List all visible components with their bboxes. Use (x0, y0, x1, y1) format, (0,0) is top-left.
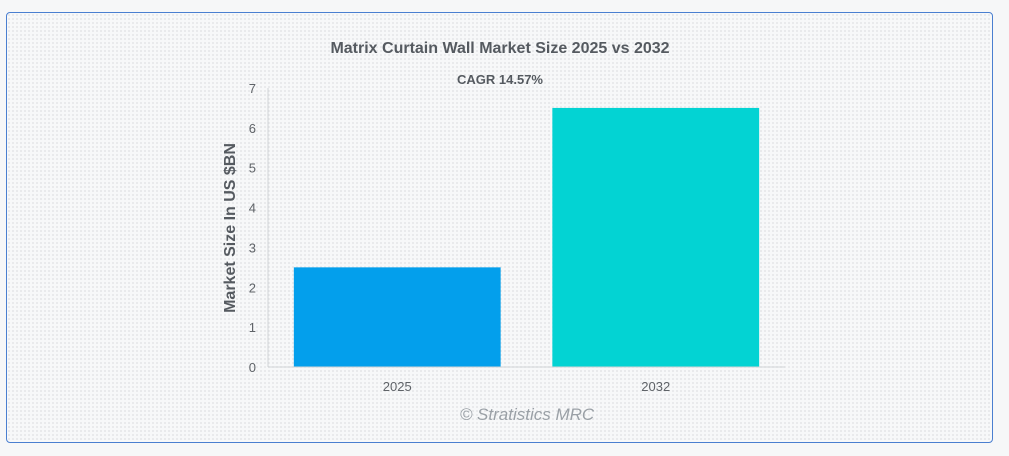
y-tick-label: 1 (249, 320, 256, 335)
bar-2032 (552, 107, 760, 367)
chart-card (6, 12, 993, 443)
chart-title: Matrix Curtain Wall Market Size 2025 vs … (330, 40, 669, 57)
y-tick-label: 3 (249, 240, 256, 255)
x-axis-ticks: 2025 2032 (383, 379, 670, 394)
x-tick-label: 2025 (383, 379, 412, 394)
y-tick-label: 6 (249, 121, 256, 136)
y-tick-label: 0 (249, 360, 256, 375)
watermark: © Stratistics MRC (460, 405, 595, 424)
y-tick-label: 5 (249, 161, 256, 176)
y-tick-label: 4 (249, 201, 256, 216)
y-axis-title: Market Size In US $BN (222, 143, 239, 313)
bars (293, 107, 760, 367)
bar-2025 (293, 267, 501, 367)
y-tick-label: 2 (249, 280, 256, 295)
chart-subtitle: CAGR 14.57% (457, 72, 543, 87)
y-tick-label: 7 (249, 81, 256, 96)
y-axis-ticks: 0 1 2 3 4 5 6 7 (249, 81, 256, 375)
x-tick-label: 2032 (641, 379, 670, 394)
